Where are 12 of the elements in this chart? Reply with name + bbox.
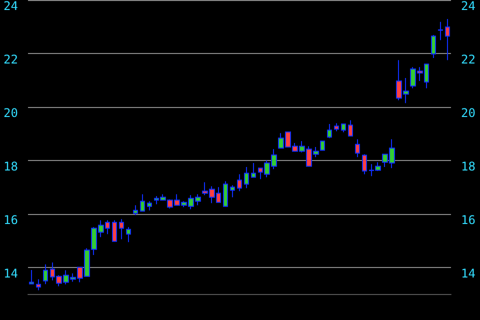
y-tick-label: 18: [4, 159, 18, 174]
y2-tick-label: 14: [461, 266, 476, 280]
y-tick-label: 20: [4, 106, 18, 120]
y-tick-label: 22: [4, 52, 18, 66]
y-tick-label: 16: [4, 212, 18, 227]
y2-tick-label: 18: [461, 159, 476, 174]
y2-tick-label: 20: [461, 106, 476, 120]
y2-tick-label: 16: [461, 212, 476, 227]
y2-tick-label: 22: [461, 52, 476, 66]
y-tick-label: 14: [4, 266, 18, 280]
y-tick-label: 24: [4, 0, 18, 13]
y2-tick-label: 24: [461, 0, 476, 13]
